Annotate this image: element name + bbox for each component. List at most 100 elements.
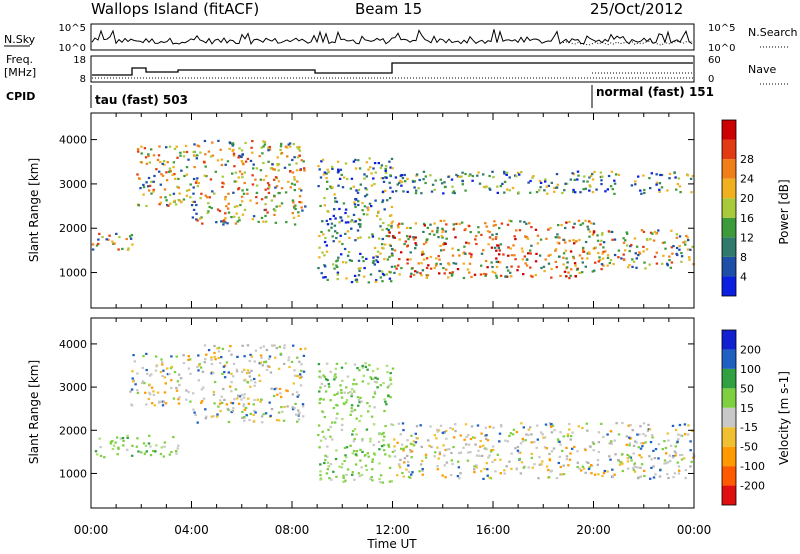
echo-cell — [617, 173, 621, 176]
echo-cell — [183, 174, 186, 178]
echo-cell — [236, 355, 239, 358]
echo-cell — [339, 384, 342, 387]
echo-cell — [391, 167, 394, 170]
echo-cell — [437, 236, 440, 239]
echo-cell — [584, 240, 588, 244]
echo-cell — [631, 258, 634, 261]
echo-cell — [335, 260, 338, 263]
echo-cell — [662, 254, 665, 257]
echo-cell — [499, 185, 503, 188]
echo-cell — [574, 191, 577, 194]
echo-cell — [298, 145, 301, 149]
echo-cell — [519, 220, 522, 223]
echo-cell — [219, 148, 222, 151]
echo-cell — [514, 447, 517, 450]
echo-cell — [495, 249, 498, 252]
echo-cell — [384, 171, 388, 174]
echo-cell — [324, 390, 328, 393]
echo-cell — [262, 161, 265, 165]
echo-cell — [581, 248, 585, 252]
echo-cell — [569, 434, 573, 438]
echo-cell — [222, 221, 225, 224]
echo-cell — [210, 206, 213, 210]
echo-cell — [609, 185, 613, 188]
echo-cell — [675, 233, 678, 236]
echo-cell — [390, 423, 393, 426]
echo-cell — [117, 447, 120, 450]
echo-cell — [331, 167, 334, 170]
echo-cell — [335, 236, 338, 240]
echo-cell — [189, 372, 192, 375]
echo-cell — [635, 245, 639, 248]
echo-cell — [482, 185, 486, 188]
echo-cell — [571, 447, 574, 450]
echo-cell — [462, 252, 465, 255]
echo-cell — [493, 271, 497, 274]
echo-cell — [648, 455, 651, 458]
echo-cell — [318, 246, 321, 249]
echo-cell — [393, 455, 397, 458]
echo-cell — [338, 207, 341, 211]
echo-cell — [390, 265, 394, 268]
echo-cell — [612, 262, 615, 266]
echo-cell — [326, 379, 329, 382]
echo-cell — [600, 263, 604, 266]
echo-cell — [243, 408, 247, 411]
echo-cell — [263, 141, 267, 144]
echo-cell — [328, 385, 331, 388]
echo-cell — [441, 474, 444, 477]
echo-cell — [550, 423, 553, 426]
echo-cell — [584, 187, 587, 190]
echo-cell — [353, 450, 356, 453]
echo-cell — [185, 398, 188, 401]
echo-cell — [648, 177, 651, 180]
nsearch-tick-high: 10^5 — [708, 23, 735, 34]
echo-cell — [117, 248, 120, 251]
echo-cell — [607, 174, 611, 178]
echo-cell — [586, 180, 589, 183]
echo-cell — [569, 274, 572, 277]
echo-cell — [148, 374, 152, 377]
echo-cell — [268, 145, 271, 149]
echo-cell — [627, 467, 630, 470]
echo-cell — [266, 182, 270, 185]
echo-cell — [285, 389, 288, 392]
echo-cell — [101, 235, 104, 239]
echo-cell — [191, 216, 195, 219]
echo-cell — [353, 201, 356, 204]
colorbar-block — [722, 198, 736, 218]
echo-cell — [159, 371, 163, 374]
echo-cell — [391, 247, 394, 251]
echo-cell — [414, 432, 417, 435]
echo-cell — [574, 275, 577, 278]
echo-cell — [679, 434, 682, 437]
echo-cell — [178, 396, 181, 399]
echo-cell — [661, 262, 664, 265]
echo-cell — [658, 188, 661, 191]
y-tick-label: 1000 — [59, 267, 87, 280]
echo-cell — [572, 226, 575, 229]
echo-cell — [280, 202, 284, 205]
echo-cell — [331, 235, 334, 238]
echo-cell — [159, 201, 162, 204]
echo-cell — [341, 462, 344, 466]
echo-cell — [139, 187, 142, 190]
echo-cell — [390, 280, 393, 283]
echo-cell — [248, 375, 251, 378]
echo-cell — [122, 439, 125, 442]
echo-cell — [221, 175, 224, 178]
echo-cell — [652, 465, 655, 468]
echo-cell — [297, 147, 300, 150]
echo-cell — [344, 208, 348, 211]
echo-cell — [371, 479, 374, 482]
echo-cell — [375, 381, 378, 384]
echo-cell — [353, 363, 357, 366]
echo-cell — [592, 231, 596, 234]
echo-cell — [634, 183, 637, 186]
echo-cell — [277, 419, 281, 422]
echo-cell — [298, 195, 302, 198]
echo-cell — [451, 191, 455, 194]
echo-cell — [450, 178, 454, 181]
echo-cell — [637, 254, 640, 257]
echo-cell — [593, 473, 597, 476]
